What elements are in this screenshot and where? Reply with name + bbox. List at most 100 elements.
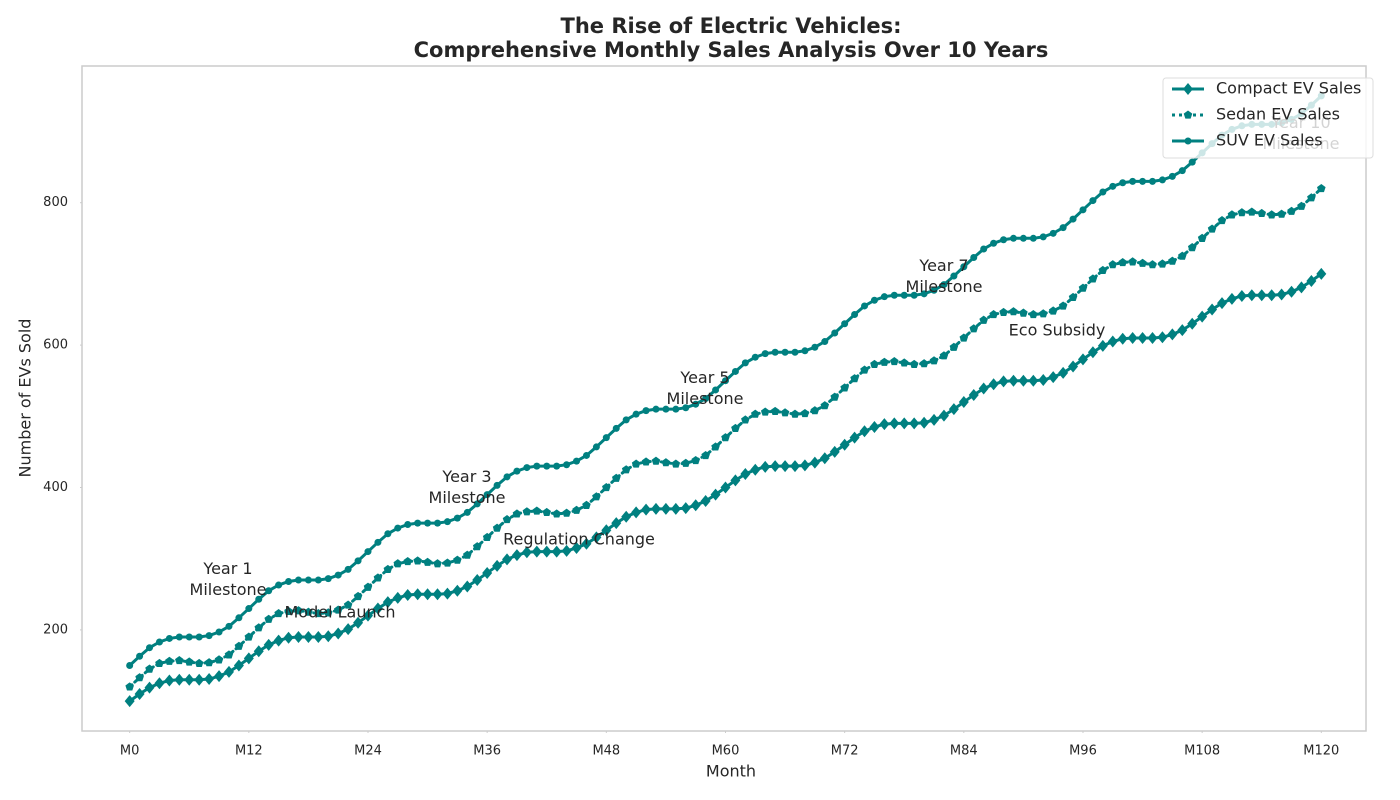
- data-point: [353, 616, 364, 629]
- data-point: [582, 500, 591, 509]
- data-point: [1048, 306, 1058, 315]
- data-point: [1306, 275, 1317, 288]
- data-point: [841, 320, 849, 328]
- data-point: [851, 310, 859, 318]
- data-point: [333, 605, 343, 614]
- data-point: [403, 557, 412, 566]
- data-point: [155, 638, 163, 646]
- data-point: [184, 657, 194, 666]
- data-point: [650, 502, 661, 515]
- data-point: [134, 687, 145, 700]
- data-point: [750, 463, 761, 476]
- data-point: [552, 509, 561, 518]
- data-point: [512, 509, 522, 518]
- data-point: [563, 461, 571, 469]
- data-point: [223, 665, 234, 678]
- data-point: [1089, 197, 1097, 205]
- data-point: [720, 481, 731, 494]
- data-point: [126, 661, 134, 669]
- data-point: [710, 488, 721, 501]
- data-point: [472, 542, 482, 551]
- data-point: [849, 431, 860, 444]
- data-point: [790, 409, 800, 418]
- annotation: Year 10 Milestone: [1262, 113, 1340, 153]
- data-point: [551, 545, 562, 558]
- x-tick-label: M48: [592, 744, 620, 759]
- data-point: [1187, 243, 1197, 252]
- data-point: [264, 614, 273, 623]
- data-point: [254, 623, 264, 632]
- y-tick-label: 600: [43, 338, 68, 353]
- data-point: [790, 460, 801, 473]
- data-point: [1088, 274, 1098, 283]
- data-point: [383, 564, 393, 574]
- data-point: [1098, 265, 1108, 274]
- data-point: [671, 459, 681, 468]
- data-point: [899, 417, 910, 430]
- data-point: [503, 473, 511, 481]
- data-point: [1218, 131, 1226, 139]
- data-point: [513, 467, 521, 475]
- data-point: [800, 408, 810, 418]
- data-point: [1039, 233, 1047, 241]
- data-point: [1029, 234, 1037, 242]
- data-point: [1226, 292, 1237, 305]
- data-point: [760, 407, 770, 416]
- y-tick-label: 400: [43, 480, 68, 495]
- data-point: [1087, 346, 1098, 359]
- data-point: [571, 542, 582, 555]
- data-point: [204, 673, 215, 686]
- x-tick-label: M0: [120, 744, 140, 759]
- data-point: [641, 457, 651, 466]
- data-point: [1237, 208, 1247, 217]
- annotation: Model Launch: [284, 602, 396, 622]
- data-point: [294, 606, 303, 615]
- data-point: [374, 538, 382, 546]
- data-point: [801, 347, 809, 355]
- data-point: [245, 605, 253, 613]
- data-point: [721, 377, 729, 385]
- plot-frame: [81, 65, 1367, 732]
- data-point: [412, 588, 423, 601]
- data-point: [939, 351, 949, 360]
- data-point: [999, 307, 1008, 316]
- x-tick-label: M84: [950, 744, 978, 759]
- data-point: [968, 388, 979, 401]
- data-point: [523, 464, 531, 472]
- data-point: [929, 356, 939, 365]
- data-point: [642, 407, 650, 415]
- data-point: [1158, 259, 1167, 268]
- data-point: [175, 633, 183, 641]
- data-point: [602, 482, 611, 492]
- data-point: [651, 456, 661, 465]
- data-point: [1267, 210, 1276, 219]
- data-point: [741, 415, 750, 424]
- data-point: [521, 546, 532, 559]
- data-point: [393, 559, 403, 568]
- data-point: [721, 433, 730, 442]
- data-point: [1317, 92, 1325, 100]
- data-point: [511, 549, 522, 562]
- data-point: [1038, 373, 1049, 386]
- data-point: [998, 375, 1009, 388]
- data-point: [900, 291, 908, 299]
- data-point: [861, 302, 869, 310]
- data-point: [533, 462, 541, 470]
- data-point: [701, 450, 710, 460]
- data-point: [1108, 260, 1118, 269]
- data-point: [443, 558, 452, 567]
- data-point: [1197, 233, 1207, 242]
- annotation: Regulation Change: [503, 529, 655, 549]
- data-point: [809, 456, 820, 469]
- data-point: [680, 502, 691, 515]
- data-point: [136, 652, 144, 660]
- data-point: [343, 600, 353, 609]
- data-point: [253, 645, 264, 658]
- data-point: [543, 462, 551, 470]
- chart-title: The Rise of Electric Vehicles: Comprehen…: [413, 13, 1049, 62]
- data-point: [413, 556, 422, 565]
- data-point: [1058, 301, 1068, 310]
- data-point: [670, 502, 681, 515]
- data-point: [780, 460, 791, 473]
- data-point: [135, 673, 144, 682]
